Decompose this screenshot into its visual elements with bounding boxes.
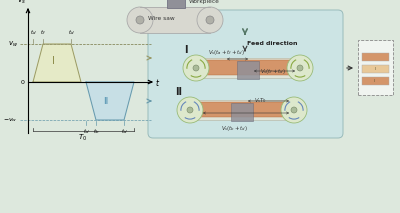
Text: $t_d$: $t_d$	[30, 28, 36, 37]
Text: $V_s(t_a+t_f+t_d)$: $V_s(t_a+t_f+t_d)$	[208, 48, 244, 57]
Text: I: I	[52, 56, 54, 66]
Bar	[362, 65, 389, 73]
Bar	[196, 58, 300, 78]
Circle shape	[187, 107, 193, 113]
Circle shape	[127, 7, 153, 33]
Circle shape	[177, 97, 203, 123]
Bar	[362, 53, 389, 61]
Polygon shape	[33, 44, 81, 82]
Bar	[231, 103, 253, 121]
Text: $V_s(t_f+t_d)$: $V_s(t_f+t_d)$	[260, 66, 286, 75]
Text: $t_d$: $t_d$	[68, 28, 74, 37]
Text: Wire saw: Wire saw	[148, 16, 175, 22]
Circle shape	[206, 16, 214, 24]
Text: II: II	[103, 96, 109, 105]
Circle shape	[291, 107, 297, 113]
Bar	[140, 7, 210, 33]
Circle shape	[287, 55, 313, 81]
Text: I: I	[374, 67, 376, 71]
Text: $t_d$: $t_d$	[83, 127, 89, 136]
Text: $t$: $t$	[155, 76, 160, 88]
Text: $t_d$: $t_d$	[121, 127, 127, 136]
Circle shape	[281, 97, 307, 123]
Text: $0$: $0$	[20, 78, 26, 86]
Circle shape	[197, 7, 223, 33]
Text: Feed direction: Feed direction	[247, 41, 298, 46]
Text: $v_s$: $v_s$	[17, 0, 26, 6]
FancyBboxPatch shape	[148, 10, 343, 138]
Text: $V_s T_0$: $V_s T_0$	[254, 96, 267, 105]
Text: $t_f$: $t_f$	[40, 28, 46, 37]
Circle shape	[297, 65, 303, 71]
Text: II: II	[175, 87, 182, 97]
Bar	[362, 77, 389, 85]
Circle shape	[183, 55, 209, 81]
Bar	[190, 102, 289, 117]
Text: $T_0$: $T_0$	[78, 133, 88, 143]
Text: $-v_w$: $-v_w$	[4, 116, 18, 124]
Polygon shape	[86, 82, 134, 120]
Text: I: I	[184, 45, 188, 55]
Text: $V_s(t_b+t_d)$: $V_s(t_b+t_d)$	[220, 124, 248, 133]
Circle shape	[136, 16, 144, 24]
Bar	[358, 40, 393, 95]
Bar	[201, 60, 292, 75]
Bar	[237, 61, 259, 79]
Text: $v_w$: $v_w$	[8, 39, 18, 49]
Bar	[190, 100, 294, 120]
Bar	[167, 0, 185, 8]
Text: $t_b$: $t_b$	[93, 127, 99, 136]
Text: II: II	[374, 79, 376, 83]
Circle shape	[193, 65, 199, 71]
Text: Workpiece: Workpiece	[189, 0, 220, 4]
